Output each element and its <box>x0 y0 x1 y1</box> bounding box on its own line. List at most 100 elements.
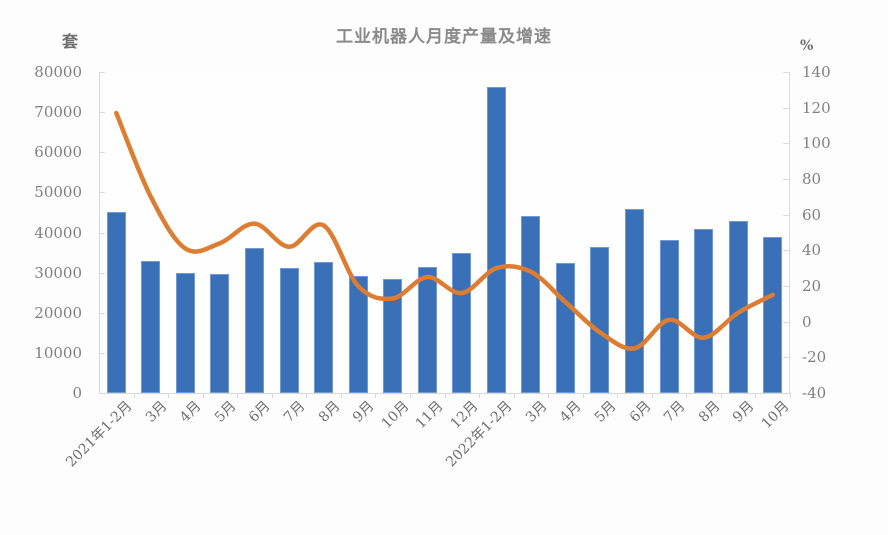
category-label: 11月 <box>412 398 447 432</box>
bar <box>175 272 195 393</box>
left-axis-tick <box>99 112 105 114</box>
left-axis-tick-label: 80000 <box>34 63 82 81</box>
bar <box>383 279 403 393</box>
bar <box>521 216 541 393</box>
category-tick <box>340 393 342 398</box>
left-axis-tick <box>99 232 105 234</box>
left-axis-tick <box>99 393 105 394</box>
left-axis-tick <box>99 192 105 194</box>
left-axis-tick-label: 10000 <box>34 343 82 362</box>
left-axis-tick-label: 0 <box>72 384 82 402</box>
category-label: 6月 <box>246 398 274 426</box>
category-label: 10月 <box>758 398 793 432</box>
category-tick <box>720 393 722 398</box>
bar <box>659 240 679 393</box>
category-tick <box>548 393 550 398</box>
right-axis-tick <box>783 179 789 180</box>
right-axis-tick <box>783 143 789 145</box>
category-label: 4月 <box>557 398 585 426</box>
left-axis-tick <box>99 72 105 73</box>
category-tick <box>202 393 204 398</box>
right-axis-tick <box>783 393 789 394</box>
left-axis-tick-label: 70000 <box>34 103 82 122</box>
category-tick <box>375 393 377 398</box>
bar <box>141 260 161 393</box>
category-label: 6月 <box>626 398 654 426</box>
right-axis-tick-label: 40 <box>802 241 822 260</box>
right-axis-tick-label: 0 <box>802 312 812 331</box>
category-tick <box>237 393 239 398</box>
category-tick <box>133 393 135 398</box>
left-axis-unit-label: 套 <box>62 32 79 51</box>
category-tick <box>513 393 515 398</box>
category-tick <box>168 393 170 398</box>
bar <box>694 228 714 393</box>
category-tick <box>617 393 619 398</box>
right-axis-tick <box>783 286 789 287</box>
category-tick <box>686 393 688 398</box>
left-axis-tick-label: 40000 <box>34 223 82 242</box>
bar <box>417 266 437 393</box>
chart-title: 工业机器人月度产量及增速 <box>336 27 552 47</box>
left-axis-tick <box>99 352 105 354</box>
right-axis-tick <box>783 250 789 252</box>
right-axis-line <box>789 72 790 394</box>
left-axis-tick-labels: 0 10000 20000 30000 40000 50000 60000 70000 8000… <box>0 63 92 402</box>
category-tick <box>479 393 481 398</box>
right-axis-tick <box>783 214 789 216</box>
right-axis-tick-label: 80 <box>802 170 822 188</box>
right-axis-tick-label: 100 <box>802 134 831 153</box>
category-label: 9月 <box>730 398 758 426</box>
right-axis-tick-label: -40 <box>802 384 827 402</box>
bar <box>210 274 230 393</box>
category-tick <box>444 393 446 398</box>
left-axis-tick-label: 60000 <box>34 143 82 162</box>
bar <box>314 261 334 393</box>
bar <box>452 252 472 393</box>
right-axis-tick-label: 20 <box>802 277 822 295</box>
category-label: 8月 <box>695 398 724 426</box>
right-axis-tick-label: 140 <box>802 63 831 81</box>
category-label: 2021年1-2月 <box>63 398 136 471</box>
bar <box>590 247 610 393</box>
right-axis-unit-label: % <box>800 38 814 54</box>
right-axis-tick-label: 60 <box>802 205 822 224</box>
right-axis-tick <box>783 321 789 323</box>
category-tick <box>306 393 308 398</box>
category-label: 4月 <box>177 398 205 426</box>
bar <box>348 275 368 393</box>
left-axis-tick <box>99 152 105 154</box>
left-axis-tick-label: 30000 <box>34 263 82 282</box>
bar <box>106 212 126 393</box>
category-label: 7月 <box>280 398 309 426</box>
category-tick <box>409 393 411 398</box>
left-axis-tick <box>99 312 105 314</box>
category-label: 5月 <box>591 398 620 426</box>
category-tick <box>582 393 584 398</box>
bar <box>279 267 299 393</box>
right-axis-tick <box>783 357 789 359</box>
category-axis-labels: 2021年1-2月 3月 4月 5月 6月 7月 8月 9月 10月 11月 12月 2022年1-2… <box>63 396 793 526</box>
bar <box>763 237 783 393</box>
category-label: 5月 <box>211 398 240 426</box>
category-tick <box>271 393 273 398</box>
category-tick <box>790 393 791 398</box>
right-axis-tick-label: -20 <box>802 348 827 367</box>
category-label: 8月 <box>315 398 343 426</box>
category-tick <box>651 393 653 398</box>
right-axis-tick-labels: -40 -20 0 20 40 60 80 100 120 140 <box>802 63 882 402</box>
category-tick <box>755 393 757 398</box>
category-label: 7月 <box>660 398 689 426</box>
growth-line-series <box>114 110 775 351</box>
category-label: 3月 <box>522 398 551 426</box>
left-axis-tick-label: 20000 <box>34 303 82 322</box>
category-label: 10月 <box>378 398 413 432</box>
right-axis-tick-label: 120 <box>802 98 831 117</box>
right-axis-tick <box>783 107 789 109</box>
plot-area <box>99 72 791 398</box>
left-axis-tick-label: 50000 <box>34 183 82 202</box>
category-label: 9月 <box>350 398 378 426</box>
category-label: 3月 <box>142 398 171 426</box>
bar <box>486 87 506 393</box>
